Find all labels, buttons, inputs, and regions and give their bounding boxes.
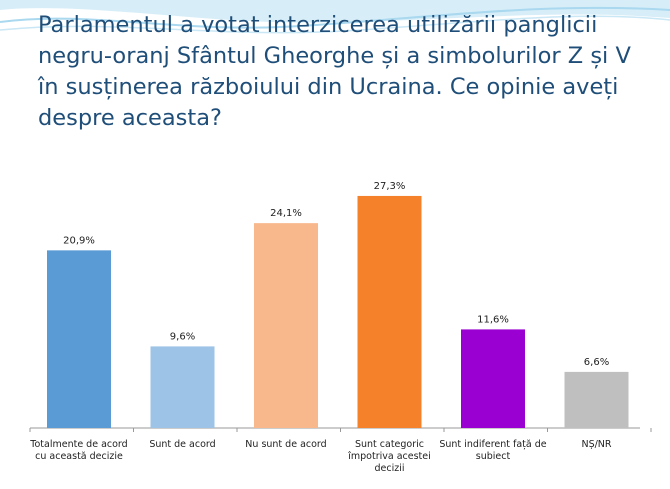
data-label-sunt-indiferent-fata-de-subiect: 11,6% — [477, 314, 509, 325]
data-label-sunt-categoric-impotriva-acestei-decizii: 27,3% — [374, 181, 406, 192]
data-label-ns-nr: 6,6% — [584, 357, 609, 368]
category-label-sunt-indiferent-fata-de-subiect: Sunt indiferent față de subiect — [439, 439, 546, 462]
category-label-sunt-categoric-impotriva-acestei-decizii: Sunt categoric împotriva acestei decizii — [347, 439, 431, 474]
category-label-sunt-de-acord: Sunt de acord — [149, 439, 215, 450]
bar-sunt-de-acord — [150, 346, 215, 428]
data-label-totalmente-de-acord-cu-aceasta-decizie: 20,9% — [63, 235, 95, 246]
bar-sunt-categoric-impotriva-acestei-decizii — [357, 195, 422, 428]
decorative-wave — [0, 0, 670, 34]
bar-sunt-indiferent-fata-de-subiect — [461, 329, 525, 428]
data-label-sunt-de-acord: 9,6% — [170, 331, 195, 342]
bar-nu-sunt-de-acord — [254, 223, 318, 428]
bar-ns-nr — [564, 371, 629, 428]
category-label-ns-nr: NȘ/NR — [581, 439, 611, 450]
category-label-nu-sunt-de-acord: Nu sunt de acord — [245, 439, 326, 450]
chart-title: Parlamentul a votat interzicerea utiliză… — [38, 12, 631, 131]
category-label-totalmente-de-acord-cu-aceasta-decizie: Totalmente de acord cu această decizie — [29, 439, 127, 462]
data-label-nu-sunt-de-acord: 24,1% — [270, 208, 302, 219]
plot-area: 20,9% Totalmente de acord cu această deciz… — [29, 181, 652, 474]
bar-totalmente-de-acord-cu-aceasta-decizie — [47, 250, 111, 428]
